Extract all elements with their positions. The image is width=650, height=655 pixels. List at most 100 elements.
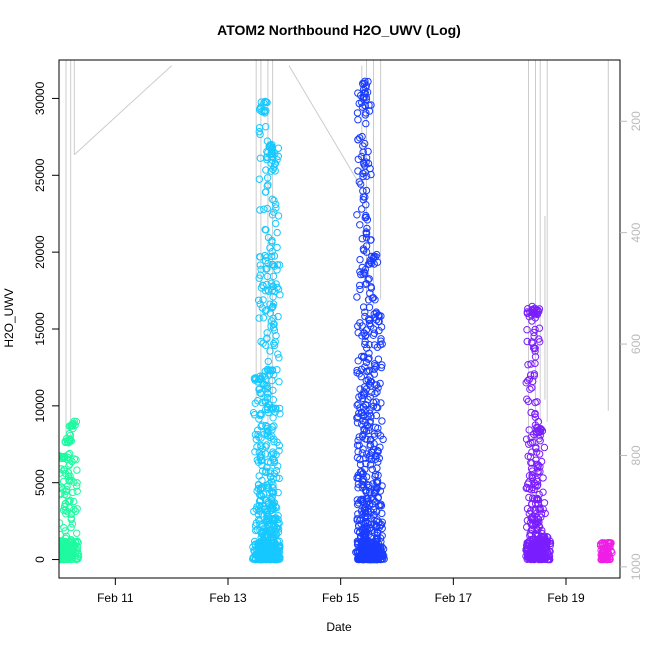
data-point — [275, 354, 283, 362]
data-point — [269, 396, 277, 404]
data-point — [371, 389, 379, 398]
pressure-trace-line — [73, 65, 173, 156]
data-point — [523, 395, 531, 403]
data-point — [368, 500, 376, 508]
data-point — [267, 458, 275, 467]
data-point — [524, 397, 533, 406]
data-point — [357, 538, 365, 546]
data-point — [537, 513, 545, 521]
data-point — [254, 426, 262, 434]
data-point — [359, 172, 367, 181]
data-point — [263, 382, 271, 390]
data-point — [356, 455, 364, 464]
data-point — [368, 388, 376, 396]
data-point — [357, 365, 366, 373]
data-point — [358, 205, 366, 213]
data-point — [271, 530, 279, 539]
data-point — [266, 433, 274, 442]
data-point — [68, 537, 76, 545]
data-point — [267, 142, 275, 150]
data-point — [540, 499, 549, 507]
data-point — [354, 167, 362, 175]
data-point — [365, 275, 373, 283]
data-point — [272, 514, 280, 522]
x-tick-label: Feb 17 — [435, 591, 473, 605]
data-point — [358, 235, 366, 243]
data-point — [541, 509, 549, 518]
data-point — [379, 545, 388, 553]
data-point — [271, 555, 279, 563]
data-point — [61, 527, 69, 535]
data-point — [365, 354, 373, 362]
data-point — [73, 529, 81, 537]
data-point — [362, 242, 371, 250]
data-point — [255, 385, 263, 394]
data-point — [371, 381, 379, 389]
data-point — [354, 116, 362, 124]
data-point — [255, 497, 264, 505]
y2-tick-label: 800 — [629, 445, 643, 465]
data-point — [370, 440, 378, 448]
data-point — [274, 285, 283, 293]
data-point — [262, 123, 270, 131]
data-point — [526, 385, 534, 393]
data-point — [377, 363, 386, 372]
y2-tick-label: 1000 — [629, 553, 643, 580]
data-point — [269, 300, 278, 308]
data-point — [264, 484, 273, 492]
data-point — [272, 466, 281, 475]
data-point — [71, 421, 79, 429]
data-point — [273, 156, 281, 164]
data-point — [359, 497, 367, 505]
data-point — [375, 454, 383, 462]
data-point — [260, 205, 268, 214]
data-point — [361, 77, 369, 86]
data-point — [273, 283, 281, 292]
data-point — [258, 421, 266, 429]
data-point — [67, 523, 75, 532]
data-point — [546, 542, 554, 550]
data-point — [267, 252, 276, 261]
data-point — [356, 221, 364, 229]
data-point — [374, 424, 382, 432]
data-point — [274, 350, 282, 358]
x-tick-label: Feb 13 — [209, 591, 247, 605]
y-tick-label: 15000 — [33, 312, 47, 346]
data-point — [272, 451, 280, 459]
data-point — [372, 363, 380, 371]
data-point — [262, 341, 270, 349]
data-point — [529, 494, 537, 502]
data-point — [274, 555, 282, 563]
data-point — [362, 230, 371, 238]
data-point — [377, 335, 385, 343]
data-point — [358, 98, 366, 107]
data-point — [373, 464, 381, 472]
data-point — [373, 250, 381, 259]
data-point — [270, 458, 279, 467]
data-point — [73, 482, 81, 490]
data-point — [527, 408, 535, 417]
data-point — [255, 314, 263, 322]
data-point — [256, 411, 264, 419]
data-point — [365, 380, 373, 388]
data-point — [531, 353, 540, 361]
data-point — [374, 471, 382, 479]
data-point — [372, 478, 381, 486]
data-point — [536, 338, 544, 346]
data-point — [378, 417, 386, 425]
data-point — [362, 488, 370, 496]
data-point — [360, 329, 368, 337]
data-point — [525, 493, 533, 502]
data-point — [527, 433, 535, 442]
data-point — [271, 149, 279, 158]
data-point — [275, 404, 284, 413]
data-point — [369, 331, 378, 339]
data-point — [361, 111, 370, 119]
data-point — [363, 224, 371, 233]
data-point — [266, 469, 274, 477]
data-point — [269, 272, 278, 280]
y-tick-label: 25000 — [33, 158, 47, 192]
data-point — [535, 523, 544, 531]
